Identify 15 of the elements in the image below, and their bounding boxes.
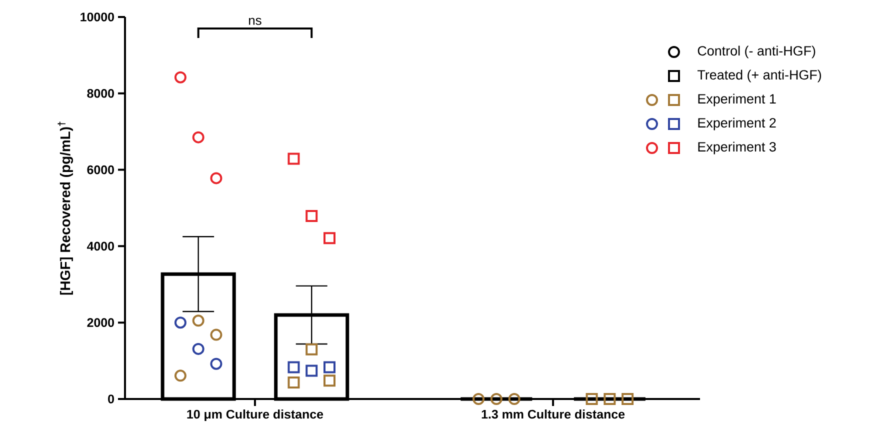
y-tick-label: 0: [108, 394, 114, 404]
annotation: ns: [248, 18, 262, 25]
legend-label: Control (- anti-HGF): [698, 46, 816, 58]
y-axis-title: [HGF] Recovered (pg/mL)$^{†}$: [58, 122, 74, 295]
y-tick-label: 10000: [80, 12, 114, 22]
legend-label: Experiment 1: [698, 94, 776, 106]
y-tick-label: 6000: [87, 165, 114, 174]
y-tick-label: 2000: [87, 318, 114, 327]
legend-label: Experiment 3: [698, 142, 776, 154]
y-tick-label: 8000: [87, 88, 114, 98]
x-tick-label: 10 μm Culture distance: [187, 410, 324, 422]
legend-label: Treated (+ anti-HGF): [698, 70, 822, 82]
legend-label: Experiment 2: [698, 118, 776, 130]
y-tick-label: 4000: [86, 242, 114, 251]
x-tick-label: 1.3 mm Culture distance: [482, 410, 625, 419]
